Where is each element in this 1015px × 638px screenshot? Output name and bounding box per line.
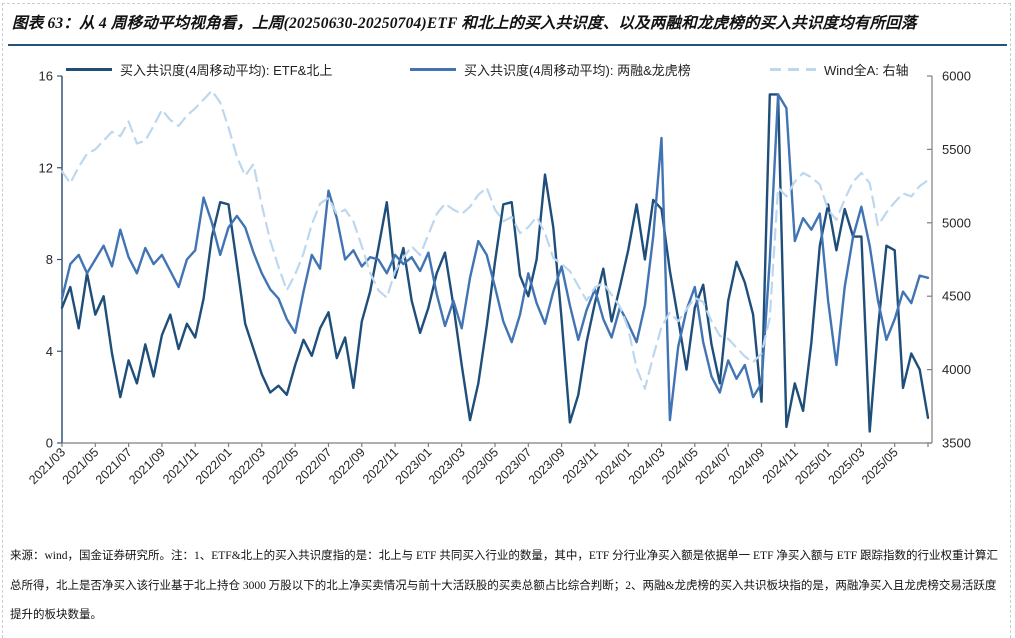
series-line-0 [60,92,930,433]
figure-title: 图表 63：从 4 周移动平均视角看，上周(20250630-20250704)… [12,15,917,32]
right-axis-tick-label: 6000 [942,68,971,83]
left-axis-tick-label: 16 [39,68,53,83]
legend-label: Wind全A: 右轴 [824,62,909,78]
left-axis-tick-label: 12 [39,160,53,175]
legend-line-swatch-dark [66,67,112,71]
source-note: 来源：wind，国金证券研究所。注：1、ETF&北上的买入共识度指的是：北上与 … [10,549,999,622]
left-axis-tick-label: 0 [46,435,53,450]
series-line-1 [60,92,930,421]
x-axis-tick-label: 2021/09 [126,445,168,487]
right-axis-tick-label: 3500 [942,435,971,450]
x-axis-tick-label: 2022/09 [326,445,368,487]
page-border [2,3,1011,638]
legend-dashed-swatch-light [770,67,816,71]
series-line-2 [60,89,930,390]
legend-label: 买入共识度(4周移动平均): 两融&龙虎榜 [464,62,691,78]
x-axis-tick-label: 2023/09 [526,445,568,487]
report-figure: 图表 63：从 4 周移动平均视角看，上周(20250630-20250704)… [0,4,1015,631]
right-axis-tick-label: 5500 [942,142,971,157]
x-axis-tick-label: 2025/05 [859,445,901,487]
title-separator-line [8,43,1007,46]
chart-area: 买入共识度(4周移动平均): ETF&北上 买入共识度(4周移动平均): 两融&… [0,46,1015,528]
right-axis-tick-label: 5000 [942,215,971,230]
legend-item-wind-all-a: Wind全A: 右轴 [770,60,909,79]
legend-item-etf-northbound: 买入共识度(4周移动平均): ETF&北上 [66,60,410,79]
legend-item-margin-dragon: 买入共识度(4周移动平均): 两融&龙虎榜 [410,60,770,79]
chart-legend: 买入共识度(4周移动平均): ETF&北上 买入共识度(4周移动平均): 两融&… [66,60,995,79]
left-axis-tick-label: 8 [46,252,53,267]
x-axis-tick-label: 2024/09 [726,445,768,487]
legend-label: 买入共识度(4周移动平均): ETF&北上 [120,62,333,78]
right-axis-tick-label: 4000 [942,362,971,377]
legend-line-swatch-mid [410,67,456,71]
left-axis-tick-label: 4 [46,343,53,358]
line-chart: 04812163500400045005000550060002021/0320… [26,68,971,487]
right-axis-tick-label: 4500 [942,288,971,303]
